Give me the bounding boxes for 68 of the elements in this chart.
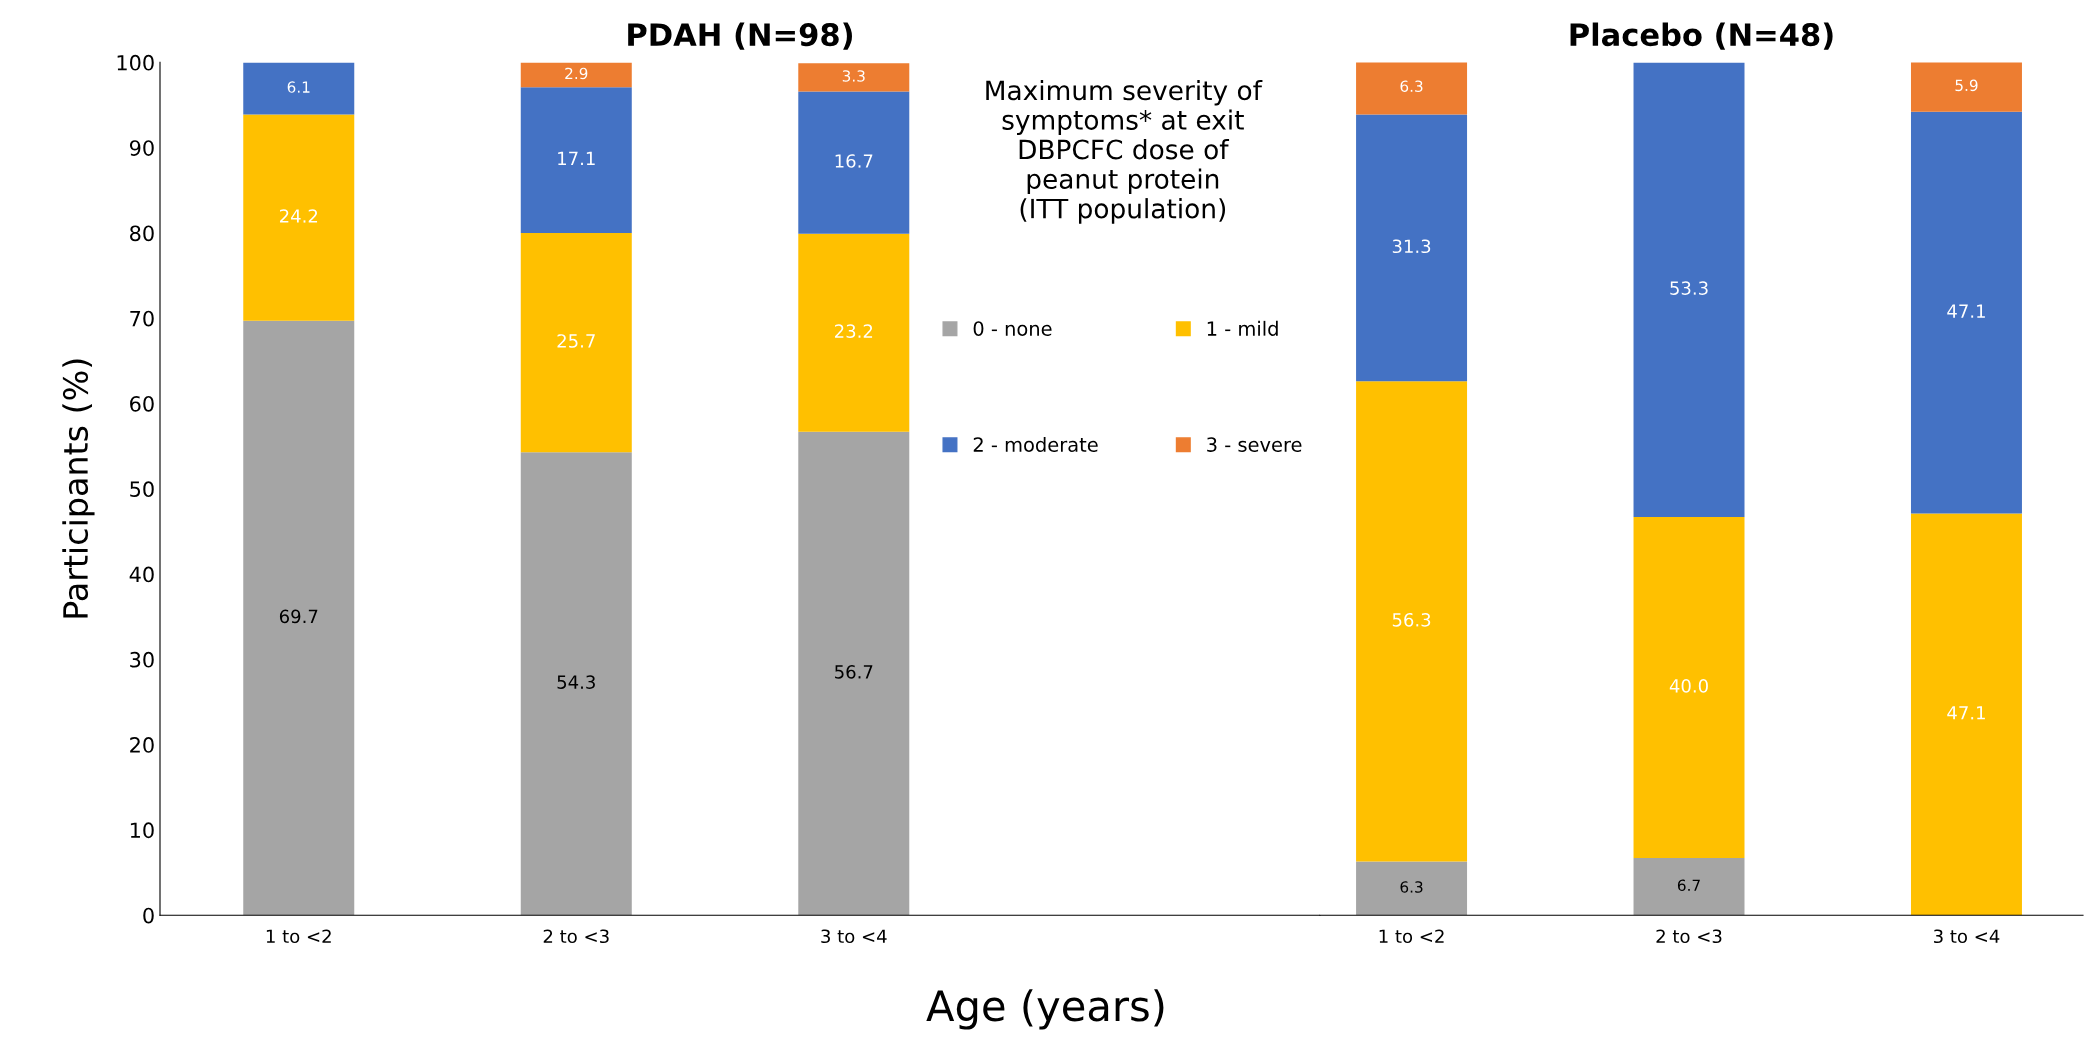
data-label: 2.9 <box>565 67 588 80</box>
data-label: 53.3 <box>1670 281 1708 295</box>
chart-title: Placebo (N=48) <box>1570 22 1833 50</box>
bar <box>1633 62 1745 517</box>
data-label: 6.3 <box>1400 80 1423 92</box>
bar <box>798 233 910 432</box>
data-label: 56.3 <box>1392 612 1431 627</box>
y-tick-label: 70 <box>130 310 154 327</box>
legend-label: 2 - moderate <box>973 436 1098 452</box>
bar <box>1633 858 1745 916</box>
data-label: 3.3 <box>842 70 865 82</box>
y-tick-label: 50 <box>130 481 154 498</box>
y-axis-title: Participants (%) <box>62 359 95 618</box>
x-tick-label: 1 to <2 <box>1379 929 1444 944</box>
bar <box>1910 111 2022 514</box>
data-label: 16.7 <box>835 154 873 168</box>
bar <box>1356 62 1468 115</box>
data-label: 24.2 <box>279 209 318 223</box>
bar <box>1356 381 1468 862</box>
y-tick-label: 90 <box>129 140 154 156</box>
bar <box>1910 513 2022 916</box>
bar <box>798 63 910 92</box>
data-label: 23.2 <box>835 324 873 338</box>
legend-label: 0 - none <box>973 321 1052 336</box>
y-tick-label: 10 <box>130 822 154 839</box>
data-label: 17.1 <box>558 151 595 166</box>
x-tick-label: 2 to <3 <box>1656 929 1722 944</box>
data-label: 47.1 <box>1947 304 1985 318</box>
y-tick-label: 60 <box>130 395 154 412</box>
y-tick-label: 100 <box>117 54 154 71</box>
bar <box>520 232 632 453</box>
legend-label: 1 - mild <box>1207 320 1278 336</box>
y-tick-label: 20 <box>130 737 154 753</box>
data-label: 40.0 <box>1669 679 1708 693</box>
x-tick-label: 3 to <4 <box>1933 929 2000 944</box>
data-label: 69.7 <box>279 609 318 624</box>
bar <box>520 452 632 916</box>
legend-title: Maximum severity of symptoms* at exit DBPCFC dose of peanut protein (ITT population) <box>986 79 1263 224</box>
y-tick-label: 80 <box>130 225 154 242</box>
chart-title: PDAH (N=98) <box>628 22 852 50</box>
bar <box>520 62 632 88</box>
bar <box>1356 861 1468 916</box>
data-label: 6.1 <box>287 81 310 93</box>
x-tick-label: 1 to <2 <box>266 929 331 944</box>
bar <box>243 62 355 115</box>
y-tick-label: 30 <box>130 651 154 668</box>
x-tick-label: 2 to <3 <box>543 929 609 944</box>
bar <box>1356 114 1468 382</box>
data-label: 47.1 <box>1947 706 1985 720</box>
x-axis-title: Age (years) <box>926 989 1164 1030</box>
y-tick-label: 0 <box>143 907 154 924</box>
x-tick-label: 3 to <4 <box>821 929 887 944</box>
bar <box>1633 516 1745 859</box>
data-label: 6.3 <box>1400 881 1423 893</box>
bar <box>243 114 355 321</box>
bar <box>520 87 632 233</box>
bar <box>1910 62 2022 112</box>
y-tick-label: 40 <box>129 566 154 583</box>
data-label: 31.3 <box>1392 239 1431 254</box>
bar <box>243 320 355 916</box>
legend-label: 3 - severe <box>1207 437 1302 452</box>
data-label: 6.7 <box>1677 879 1700 892</box>
data-label: 25.7 <box>557 334 595 348</box>
bar <box>798 431 910 916</box>
data-label: 5.9 <box>1955 79 1978 92</box>
data-label: 54.3 <box>557 675 595 689</box>
bar <box>798 91 910 234</box>
data-label: 56.7 <box>835 665 873 679</box>
